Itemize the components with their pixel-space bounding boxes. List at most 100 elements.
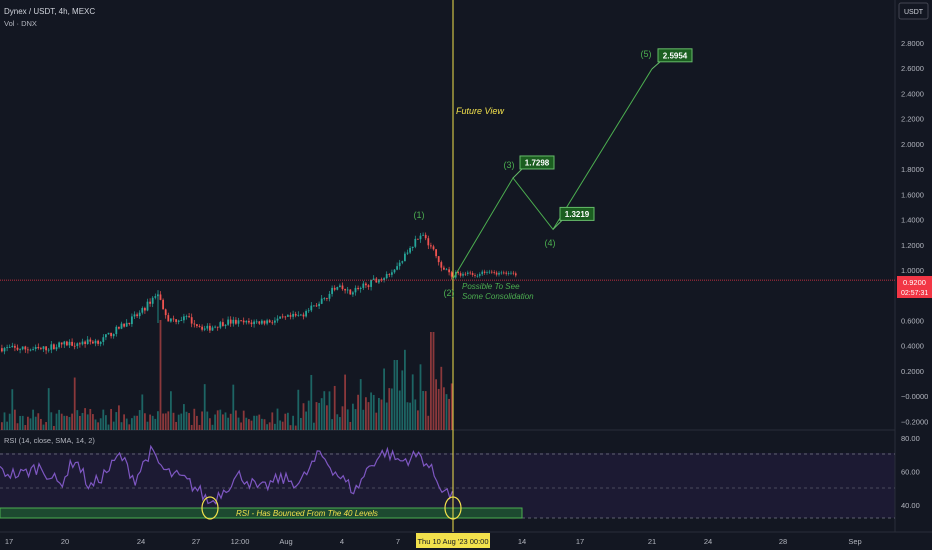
wave-target-value: 2.5954 [663,51,688,60]
candle-body [240,320,242,322]
candle-body [430,245,432,247]
candle-body [380,279,383,281]
volume-bar [378,397,380,430]
volume-bar [398,390,401,430]
volume-bar [393,360,396,430]
candle-body [411,246,414,248]
volume-bar [315,402,318,430]
candle-body [346,289,349,291]
candle-body [297,314,300,316]
volume-bar [50,412,53,430]
volume-bar [323,391,326,430]
candle-body [211,327,214,331]
candle-body [138,312,141,317]
current-price-tag: 0.9200 02:57:31 [897,276,932,298]
volume-bar [131,418,133,430]
currency-button-label[interactable]: USDT [904,9,924,16]
volume-bar [1,422,3,430]
consolidation-candle [481,271,483,275]
candle-body [414,238,417,247]
candle-body [73,345,76,347]
volume-bar [305,411,307,430]
consolidation-text-1: Possible To See [462,282,520,291]
volume-bar [211,424,214,430]
candle-body [120,323,123,329]
elliott-wave-projection [452,68,653,280]
price-tick-label: 0.6000 [901,316,924,325]
volume-bar [58,409,60,430]
candle-body [45,346,47,351]
candle-body [37,346,40,349]
volume-bar [385,402,388,430]
volume-bar [274,423,276,430]
consolidation-candle [515,273,517,276]
volume-bar [250,420,253,430]
candle-body [352,292,354,295]
time-axis[interactable]: 17 20 24 27 12:00 Aug 4 7 14 17 21 24 28 Sep [5,537,862,546]
volume-bar [175,421,177,430]
candle-body [144,308,146,311]
volume-bar [284,413,287,430]
volume-bar [375,412,378,430]
volume-bar [27,416,29,430]
candle-body [66,341,68,346]
volume-bar [97,422,99,430]
candle-body [378,279,380,283]
consolidation-candle [503,272,505,274]
candle-body [237,320,240,324]
candle-body [81,341,84,345]
candle-body [84,341,86,345]
candle-body [76,343,79,347]
volume-bar [367,402,370,430]
volume-bar [34,416,37,430]
volume-bar [380,399,383,430]
volume-bar [255,415,258,430]
time-tick-label: 4 [340,537,344,546]
currency-button-frame[interactable] [898,2,929,20]
future-view-label: Future View [456,106,504,116]
candle-body [398,262,401,267]
candle-body [55,347,58,350]
symbol-title[interactable]: Dynex / USDT, 4h, MEXC [4,7,95,16]
candle-body [328,293,331,299]
candle-body [266,320,268,324]
volume-bar [125,418,128,430]
volume-bar [279,420,281,430]
volume-bar [320,398,323,430]
candle-body [112,334,115,337]
candle-body [255,321,258,323]
candle-body [391,272,393,275]
consolidation-candle [476,275,479,277]
candle-body [365,283,367,286]
time-tick-label: 7 [396,537,400,546]
volume-bar [294,425,297,430]
volume-bar [336,414,339,430]
candle-body [222,322,224,326]
volume-bar [253,415,255,430]
price-tick-label: 1.4000 [901,216,924,225]
price-tick-label: 0.4000 [901,342,924,351]
candle-body [372,278,375,280]
consolidation-candle [507,273,510,274]
volume-bar [310,374,313,430]
volume-bar [409,402,411,430]
candle-body [151,297,154,304]
volume-bar [47,388,50,430]
candle-body [276,318,279,321]
volume-bar [287,412,289,430]
volume-bar [84,408,86,430]
candle-body [110,332,112,337]
candle-body [375,278,378,283]
candle-body [3,348,6,352]
time-tick-label: 17 [5,537,13,546]
currency-button[interactable]: USDT [898,2,929,20]
price-axis[interactable]: 2.8000 2.6000 2.4000 2.2000 2.0000 1.8000 1.60… [901,39,928,426]
candle-body [162,299,164,310]
candle-body [125,322,128,327]
candle-body [99,341,102,344]
candle-body [313,305,315,307]
candle-body [383,278,385,280]
volume-bar [313,422,315,430]
wave-target-box [559,206,595,221]
